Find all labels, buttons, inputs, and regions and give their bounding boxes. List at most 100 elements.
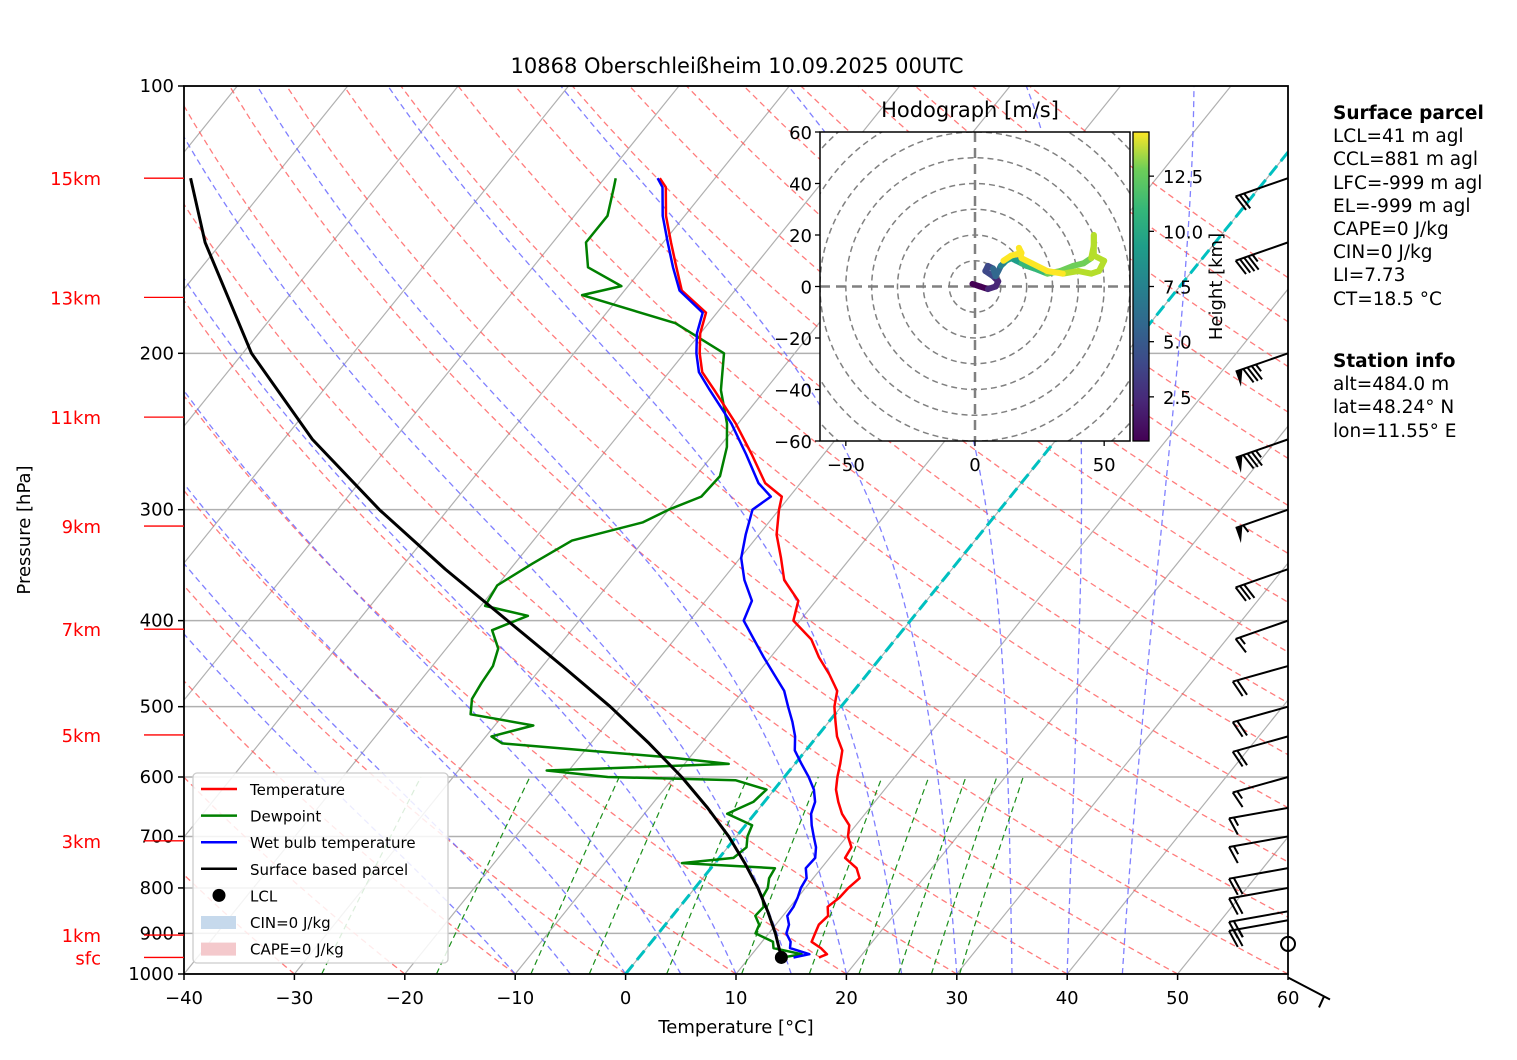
li-value: LI=7.73 <box>1333 265 1406 287</box>
station-lat: lat=48.24° N <box>1333 397 1455 419</box>
hodograph-title: Hodograph [m/s] <box>881 98 1059 122</box>
station-lon: lon=11.55° E <box>1333 420 1457 442</box>
barb-shaft <box>1228 867 1289 880</box>
x-tick-label: 0 <box>620 988 631 1009</box>
mixing-ratio-line <box>666 776 749 974</box>
barb-full <box>1234 638 1247 653</box>
barb-full <box>1239 585 1252 600</box>
moist-adiabat <box>184 277 737 974</box>
height-marker-label: 1km <box>62 926 101 947</box>
barb-pennant <box>1235 525 1243 544</box>
barb-full <box>1232 920 1244 938</box>
x-tick-label: −30 <box>275 988 313 1009</box>
x-tick-label: −10 <box>496 988 534 1009</box>
barb-full <box>1236 750 1248 766</box>
y-axis-label: Pressure [hPa] <box>14 465 35 594</box>
profile-series <box>189 177 861 964</box>
series-temperature <box>658 177 861 959</box>
y-tick-label: 200 <box>140 343 174 364</box>
barb-shaft <box>1235 177 1289 198</box>
x-tick-label: 50 <box>1166 988 1189 1009</box>
barb-full <box>1239 258 1252 274</box>
hodograph-x-tick-label: 50 <box>1093 455 1116 476</box>
barb-full <box>1243 257 1256 272</box>
wind-barb <box>1231 705 1289 738</box>
y-tick-label: 800 <box>140 878 174 899</box>
barb-full <box>1246 452 1259 468</box>
height-marker-label: 7km <box>62 620 101 641</box>
colorbar-tick-label: 7.5 <box>1163 278 1192 299</box>
y-tick-label: 900 <box>140 923 174 944</box>
wind-barb <box>1234 619 1289 653</box>
x-tick-label: 60 <box>1277 988 1300 1009</box>
hodograph-y-tick-label: −60 <box>774 432 812 453</box>
dry-adiabat <box>184 489 737 974</box>
wind-barb <box>1228 806 1289 835</box>
barb-half <box>1251 254 1259 263</box>
surface-parcel-title: Surface parcel <box>1333 103 1484 124</box>
barb-half <box>1242 524 1250 533</box>
hodograph-y-tick-label: 60 <box>789 123 812 144</box>
barb-flag <box>1318 996 1325 1008</box>
chart-title: 10868 Oberschleißheim 10.09.2025 00UTC <box>511 54 964 78</box>
barb-shaft <box>1287 976 1331 1001</box>
barb-full <box>1234 586 1247 602</box>
barb-shaft <box>1235 508 1289 529</box>
barb-half <box>1239 636 1246 645</box>
x-tick-label: 40 <box>1056 988 1079 1009</box>
moist-adiabat <box>184 562 571 974</box>
x-tick-label: 20 <box>835 988 858 1009</box>
hodograph-segment <box>1000 252 1015 264</box>
hodograph-x-tick-label: −50 <box>827 455 865 476</box>
wind-barb <box>1234 568 1289 602</box>
x-tick-label: 10 <box>725 988 748 1009</box>
barb-full <box>1247 255 1260 271</box>
height-marker-label: 11km <box>50 408 101 429</box>
x-tick-label: −20 <box>386 988 424 1009</box>
isotherm <box>1066 699 1288 974</box>
height-marker-label: 13km <box>50 288 101 309</box>
cin-value: CIN=0 J/kg <box>1333 242 1433 264</box>
wind-barb <box>1228 886 1289 916</box>
hodograph-y-tick-label: 20 <box>789 226 812 247</box>
height-marker-label: sfc <box>75 948 101 969</box>
legend-label: Dewpoint <box>250 808 321 826</box>
colorbar-tick-label: 5.0 <box>1163 333 1192 354</box>
colorbar-tick-label: 2.5 <box>1163 388 1192 409</box>
hodograph-y-tick-label: 0 <box>801 278 812 299</box>
barb-shaft <box>1232 705 1289 724</box>
barb-shaft <box>1228 886 1289 900</box>
isotherm <box>956 562 1288 974</box>
y-tick-label: 500 <box>140 697 174 718</box>
dry-adiabat <box>184 203 1068 974</box>
y-tick-label: 700 <box>140 826 174 847</box>
moist-adiabat <box>184 633 516 974</box>
hodograph-x-tick-label: 0 <box>969 455 980 476</box>
barb-full <box>1242 368 1255 383</box>
hodograph-y-tick-label: −40 <box>774 381 812 402</box>
barb-full <box>1246 366 1259 382</box>
mixing-ratio-line <box>959 776 1024 974</box>
barb-full <box>1228 921 1239 939</box>
station-info-panel: Station info alt=484.0 m lat=48.24° N lo… <box>1333 350 1456 443</box>
cape-value: CAPE=0 J/kg <box>1333 219 1449 241</box>
barb-full <box>1236 679 1248 696</box>
moist-adiabat <box>387 86 903 974</box>
mixing-ratio-line <box>530 776 620 974</box>
x-axis-label: Temperature [°C] <box>657 1017 813 1038</box>
legend: Temperature Dewpoint Wet bulb temperature S… <box>192 772 449 964</box>
y-tick-label: 1000 <box>128 964 174 985</box>
wind-barb <box>1234 177 1289 211</box>
legend-swatch <box>212 888 226 902</box>
legend-swatch <box>201 942 236 956</box>
y-tick-label: 400 <box>140 611 174 632</box>
barb-shaft <box>1232 735 1289 753</box>
colorbar-tick-label: 10.0 <box>1163 222 1203 243</box>
axes: −40 −30 −20 −10 0 10 20 30 40 50 60100200300400500… <box>50 76 1299 1009</box>
dry-adiabat <box>457 86 1288 756</box>
series-dewpoint <box>469 177 803 959</box>
wind-barb <box>1231 776 1289 808</box>
barb-shaft <box>1232 665 1289 683</box>
barb-full <box>1228 846 1239 864</box>
